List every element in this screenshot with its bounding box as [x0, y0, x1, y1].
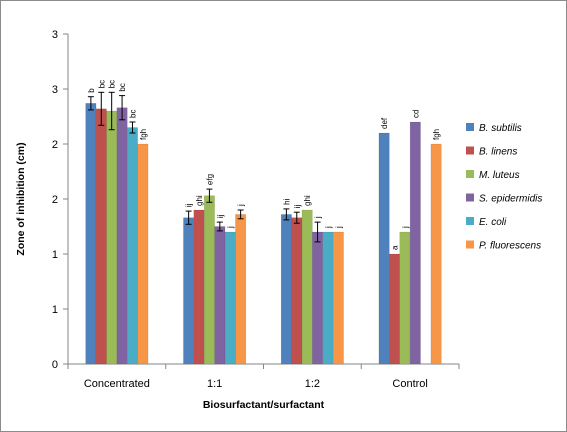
legend-swatch [466, 217, 474, 225]
significance-label: j [226, 226, 235, 229]
bar [389, 253, 400, 365]
x-tick-label: 1:2 [305, 378, 320, 390]
bar [224, 231, 236, 365]
y-tick-label: 1 [52, 249, 58, 261]
significance-label: a [391, 245, 400, 250]
legend-swatch [466, 193, 474, 202]
significance-label: ghi [303, 195, 312, 206]
bar [203, 195, 215, 365]
significance-label: j [401, 226, 410, 229]
significance-label: hi [282, 198, 291, 204]
significance-label: j [237, 204, 246, 207]
significance-label: fgh [139, 129, 148, 140]
legend-item-label: B. subtilis [479, 123, 522, 134]
y-tick-label: 3 [52, 29, 58, 41]
bar [312, 231, 324, 365]
bar [137, 143, 149, 365]
legend-item-label: E. coli [479, 217, 507, 228]
y-tick-label: 0 [52, 359, 58, 371]
bar [301, 209, 313, 365]
significance-label: cd [411, 110, 420, 118]
bar [214, 226, 226, 365]
significance-label: ghi [195, 195, 204, 206]
legend-item-label: M. luteus [479, 170, 520, 181]
bar [106, 110, 118, 365]
bar [322, 231, 334, 365]
bar [183, 217, 195, 365]
significance-label: fgh [432, 129, 441, 140]
legend-item-label: P. fluorescens [479, 241, 541, 252]
significance-label: ij [216, 214, 225, 218]
bar [332, 231, 344, 365]
legend-swatch [466, 170, 474, 178]
y-tick-label: 2 [52, 194, 58, 206]
legend-swatch [466, 240, 474, 249]
y-axis-title: Zone of inhibition (cm) [15, 142, 27, 255]
significance-label: bc [128, 110, 137, 118]
y-tick-label: 3 [52, 84, 58, 96]
significance-label: bc [118, 83, 127, 91]
significance-label: def [380, 117, 389, 129]
legend-swatch [466, 123, 474, 131]
legend-item-label: B. linens [479, 147, 517, 158]
significance-label: j [314, 216, 323, 219]
x-tick-label: Concentrated [84, 378, 150, 390]
bar [409, 121, 421, 365]
bar [378, 132, 390, 365]
bar [116, 107, 128, 365]
x-axis-title: Biosurfactant/surfactant [203, 399, 325, 411]
significance-label: j [334, 226, 343, 229]
bar [399, 231, 411, 365]
y-tick-label: 2 [52, 139, 58, 151]
bar [95, 108, 107, 365]
significance-label: efg [205, 174, 214, 185]
legend-item-label: S. epidermidis [479, 194, 542, 205]
bar [291, 217, 303, 365]
bar [280, 214, 292, 365]
bar [85, 103, 97, 365]
legend-swatch [466, 146, 474, 155]
significance-label: ij [293, 204, 302, 208]
significance-label: b [87, 88, 96, 93]
bar [127, 127, 138, 365]
bar [193, 209, 205, 365]
significance-label: ij [185, 203, 194, 207]
significance-label: bc [97, 80, 106, 88]
x-tick-label: Control [392, 378, 427, 390]
bar [430, 143, 442, 365]
bar [235, 214, 247, 365]
y-tick-label: 1 [52, 304, 58, 316]
x-tick-label: 1:1 [207, 378, 222, 390]
significance-label: j [324, 226, 333, 229]
significance-label: bc [108, 80, 117, 88]
